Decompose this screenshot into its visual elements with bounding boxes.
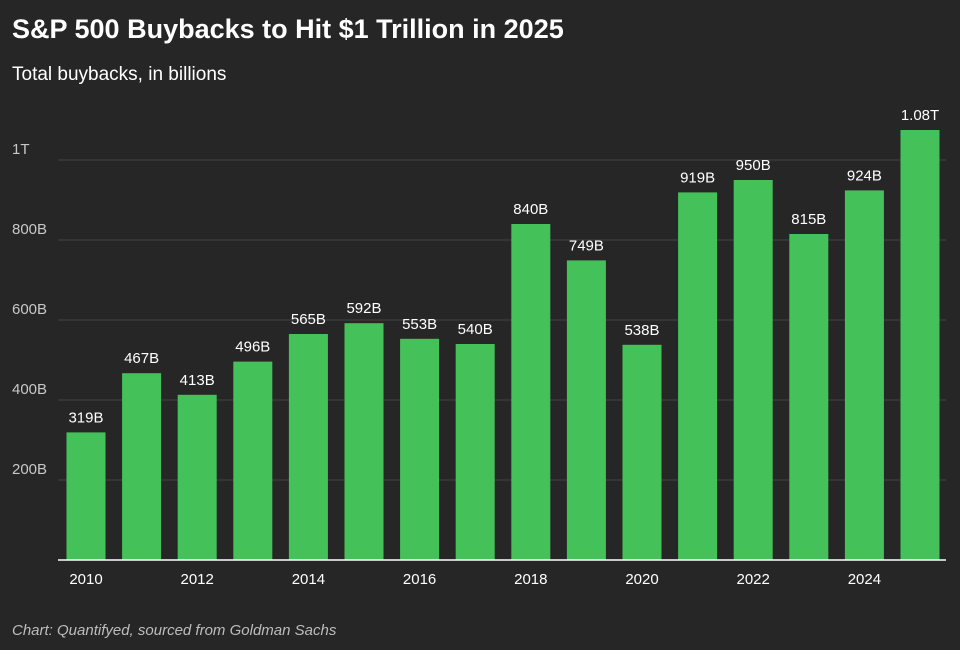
bar-2014 bbox=[288, 334, 328, 560]
bar-value-label: 413B bbox=[180, 372, 215, 389]
bar-value-label: 919B bbox=[680, 169, 715, 186]
bar-value-label: 538B bbox=[624, 322, 659, 339]
chart-subtitle: Total buybacks, in billions bbox=[12, 64, 227, 85]
x-tick-label: 2018 bbox=[514, 571, 547, 588]
bar-2022 bbox=[733, 180, 773, 560]
bar-value-label: 540B bbox=[458, 321, 493, 338]
bar-2025 bbox=[900, 130, 940, 560]
bar-2020 bbox=[622, 344, 662, 560]
axes: 2010 2012 2014 2016 2018 2020 2022 2024 bbox=[58, 559, 946, 588]
bar-2023 bbox=[789, 234, 829, 560]
bar-2024 bbox=[844, 190, 884, 560]
bar-value-label: 749B bbox=[569, 237, 604, 254]
x-tick-label: 2014 bbox=[292, 571, 325, 588]
x-tick-label: 2016 bbox=[403, 571, 436, 588]
x-tick-label: 2010 bbox=[69, 571, 102, 588]
bar-value-label: 553B bbox=[402, 316, 437, 333]
bar-2018 bbox=[511, 224, 551, 560]
bars bbox=[66, 130, 940, 560]
bar-2015 bbox=[344, 323, 384, 560]
bar-value-label: 815B bbox=[791, 211, 826, 228]
bar-2016 bbox=[400, 338, 440, 560]
y-tick-label: 200B bbox=[12, 461, 47, 478]
bar-value-label: 592B bbox=[346, 300, 381, 317]
bar-2010 bbox=[66, 432, 106, 560]
y-tick-label: 400B bbox=[12, 381, 47, 398]
bar-2017 bbox=[455, 344, 495, 560]
source-caption: Chart: Quantifyed, sourced from Goldman … bbox=[12, 622, 337, 639]
bar-2011 bbox=[122, 373, 162, 560]
bar-value-label: 840B bbox=[513, 201, 548, 218]
data-labels: 319B 467B 413B 496B 565B 592B 553B 540B 840B 749B… bbox=[68, 107, 939, 426]
bar-2013 bbox=[233, 361, 273, 560]
bar-value-label: 565B bbox=[291, 311, 326, 328]
x-tick-label: 2012 bbox=[181, 571, 214, 588]
bar-value-label: 496B bbox=[235, 339, 270, 356]
y-tick-label: 800B bbox=[12, 221, 47, 238]
y-tick-label: 600B bbox=[12, 301, 47, 318]
bar-2021 bbox=[678, 192, 718, 560]
bar-2012 bbox=[177, 394, 217, 560]
x-tick-label: 2020 bbox=[625, 571, 658, 588]
bar-value-label: 1.08T bbox=[901, 107, 939, 124]
bar-value-label: 467B bbox=[124, 350, 159, 367]
bar-2019 bbox=[566, 260, 606, 560]
x-tick-label: 2024 bbox=[848, 571, 881, 588]
y-tick-label: 1T bbox=[12, 141, 30, 158]
bar-value-label: 924B bbox=[847, 167, 882, 184]
bar-value-label: 950B bbox=[736, 157, 771, 174]
bar-value-label: 319B bbox=[68, 409, 103, 426]
x-tick-label: 2022 bbox=[737, 571, 770, 588]
chart-title: S&P 500 Buybacks to Hit $1 Trillion in 2… bbox=[12, 14, 564, 44]
